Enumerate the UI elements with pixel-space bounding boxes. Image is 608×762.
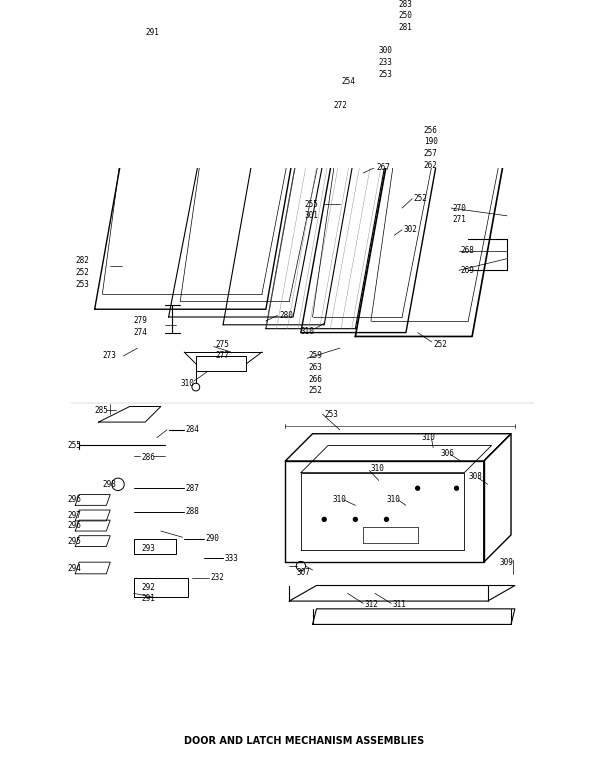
Circle shape xyxy=(353,517,358,521)
Text: 310: 310 xyxy=(332,495,346,504)
Text: 252: 252 xyxy=(75,268,89,277)
Text: 310: 310 xyxy=(180,379,194,388)
Text: 295: 295 xyxy=(67,536,81,546)
Text: 281: 281 xyxy=(398,23,412,32)
Text: 296: 296 xyxy=(67,521,81,530)
Text: 250: 250 xyxy=(398,11,412,21)
Text: 253: 253 xyxy=(75,280,89,289)
Text: 271: 271 xyxy=(452,215,466,224)
Text: 310: 310 xyxy=(421,433,435,442)
Text: 312: 312 xyxy=(365,600,379,610)
Text: 310: 310 xyxy=(371,464,385,473)
Text: 291: 291 xyxy=(145,28,159,37)
Text: 285: 285 xyxy=(95,406,108,415)
Circle shape xyxy=(416,486,420,490)
Text: 333: 333 xyxy=(224,554,238,563)
Text: 297: 297 xyxy=(67,511,81,520)
Text: 273: 273 xyxy=(102,351,116,360)
Text: 232: 232 xyxy=(210,573,224,582)
Text: 293: 293 xyxy=(141,544,155,553)
Text: 310: 310 xyxy=(301,327,315,335)
Text: 307: 307 xyxy=(297,568,311,577)
Text: 310: 310 xyxy=(387,495,401,504)
Text: 290: 290 xyxy=(205,534,219,543)
Text: 252: 252 xyxy=(413,194,427,203)
Text: 274: 274 xyxy=(134,328,147,337)
Text: 292: 292 xyxy=(141,584,155,592)
Circle shape xyxy=(322,517,326,521)
Text: 262: 262 xyxy=(424,161,438,170)
Text: 270: 270 xyxy=(452,203,466,213)
Text: 275: 275 xyxy=(215,340,229,349)
Text: 252: 252 xyxy=(309,386,323,395)
Text: 306: 306 xyxy=(441,449,455,458)
Text: 268: 268 xyxy=(460,246,474,255)
Text: 253: 253 xyxy=(379,69,393,78)
Text: 233: 233 xyxy=(379,58,393,67)
Text: 252: 252 xyxy=(433,340,447,349)
Text: 253: 253 xyxy=(324,410,338,419)
Text: 190: 190 xyxy=(424,137,438,146)
Text: 291: 291 xyxy=(141,594,155,604)
Text: 298: 298 xyxy=(102,480,116,489)
Circle shape xyxy=(455,486,458,490)
Text: 311: 311 xyxy=(393,600,407,610)
Text: 308: 308 xyxy=(468,472,482,481)
Text: 254: 254 xyxy=(341,78,355,86)
Text: 255: 255 xyxy=(305,200,319,209)
Text: 256: 256 xyxy=(424,126,438,135)
Text: 301: 301 xyxy=(305,211,319,220)
Text: DOOR AND LATCH MECHANISM ASSEMBLIES: DOOR AND LATCH MECHANISM ASSEMBLIES xyxy=(184,736,424,746)
Text: 266: 266 xyxy=(309,375,323,384)
Text: 267: 267 xyxy=(376,163,390,172)
Text: 269: 269 xyxy=(460,266,474,275)
Text: 287: 287 xyxy=(185,484,199,493)
Text: 300: 300 xyxy=(379,46,393,56)
Text: 257: 257 xyxy=(424,149,438,158)
Text: 272: 272 xyxy=(334,101,347,110)
Text: 286: 286 xyxy=(141,453,155,462)
Text: 279: 279 xyxy=(134,316,147,325)
Text: 280: 280 xyxy=(279,311,293,320)
Text: 309: 309 xyxy=(499,558,513,567)
Text: 284: 284 xyxy=(185,425,199,434)
Text: 277: 277 xyxy=(215,351,229,360)
Text: 288: 288 xyxy=(185,507,199,516)
Text: 259: 259 xyxy=(309,351,323,360)
Text: 283: 283 xyxy=(398,0,412,8)
Text: 294: 294 xyxy=(67,564,81,573)
Circle shape xyxy=(384,517,389,521)
Text: 255: 255 xyxy=(67,441,81,450)
Text: 282: 282 xyxy=(75,257,89,265)
Text: 302: 302 xyxy=(404,226,418,235)
Text: 263: 263 xyxy=(309,363,323,372)
Text: 296: 296 xyxy=(67,495,81,504)
